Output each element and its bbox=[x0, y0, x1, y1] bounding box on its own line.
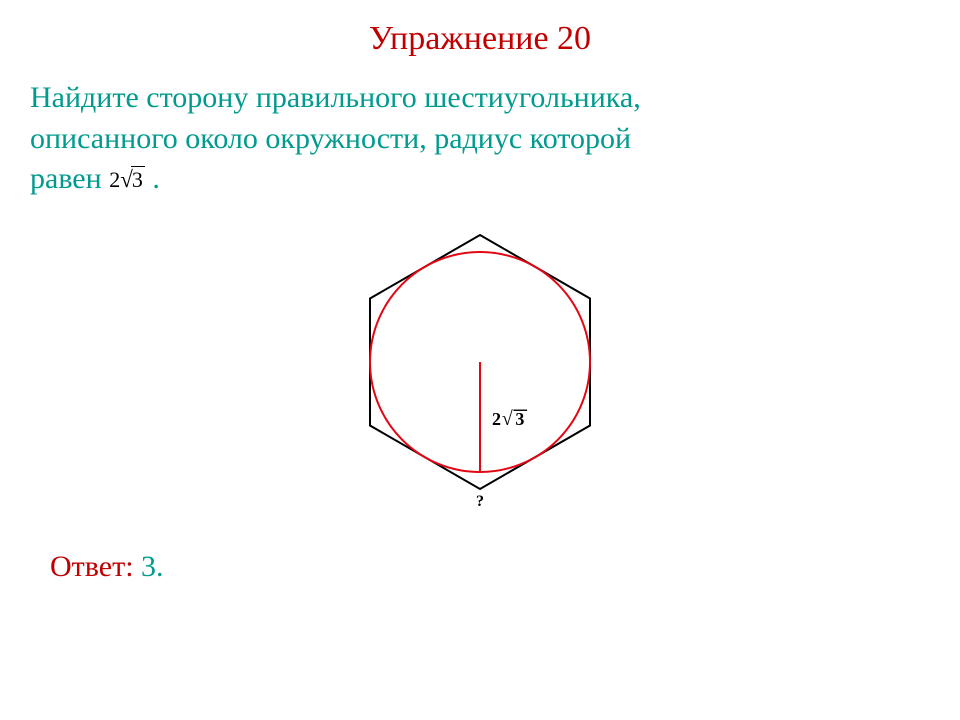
radius-label-coeff: 2 bbox=[492, 409, 501, 429]
question-mark-label: ? bbox=[476, 493, 484, 510]
answer-line: Ответ: 3. bbox=[0, 550, 960, 584]
figure: 2 √ 3 ? bbox=[0, 220, 960, 525]
answer-value: 3. bbox=[141, 550, 164, 583]
exercise-title: Упражнение 20 bbox=[0, 0, 960, 58]
problem-line-2: описанного около окружности, радиус кото… bbox=[30, 119, 930, 160]
problem-line-3-before: равен bbox=[30, 162, 109, 195]
exercise-title-text: Упражнение 20 bbox=[369, 20, 591, 57]
hexagon-diagram: 2 √ 3 ? bbox=[330, 220, 630, 520]
radius-label: 2 √ 3 bbox=[492, 408, 527, 430]
problem-line-3: равен 2√3 . bbox=[30, 159, 930, 200]
radius-coeff: 2 bbox=[109, 167, 120, 192]
radius-label-radicand: 3 bbox=[515, 409, 524, 429]
radius-radicand: 3 bbox=[131, 166, 145, 192]
radius-label-surd: √ bbox=[502, 408, 513, 430]
problem-statement: Найдите сторону правильного шестиугольни… bbox=[0, 58, 960, 200]
problem-line-3-after: . bbox=[145, 162, 160, 195]
radius-value-formula: 2√3 bbox=[109, 167, 145, 192]
problem-line-1: Найдите сторону правильного шестиугольни… bbox=[30, 78, 930, 119]
answer-label: Ответ: bbox=[50, 550, 141, 583]
